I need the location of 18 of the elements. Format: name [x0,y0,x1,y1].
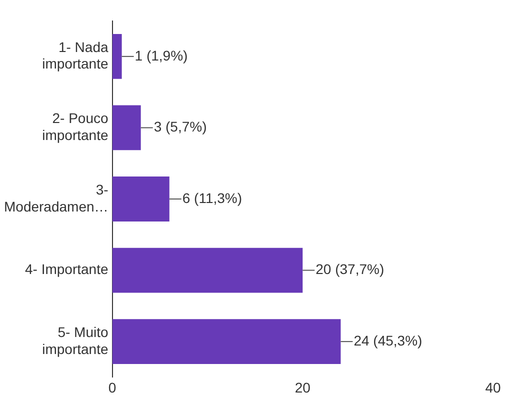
x-tick-label: 0 [108,379,116,396]
x-tick-label: 20 [294,379,311,396]
bar [112,34,122,79]
bar [112,248,303,293]
bar [112,105,141,150]
y-tick-label: 2- Pouco importante [42,110,108,143]
bar [112,176,170,222]
x-tick-label: 40 [485,379,501,396]
y-tick-label: 5- Muito importante [42,324,108,357]
data-label: 3 (5,7%) [154,118,207,135]
y-tick-label: 3- Moderadamen… [4,181,109,214]
bar [112,319,341,364]
y-tick-label: 4- Importante [25,261,108,278]
data-label: 6 (11,3%) [182,190,242,206]
data-label: 1 (1,9%) [134,47,188,64]
data-label: 20 (37,7%) [316,261,384,278]
y-tick-label: 1- Nada importante [42,38,108,72]
data-label: 24 (45,3%) [354,332,422,348]
